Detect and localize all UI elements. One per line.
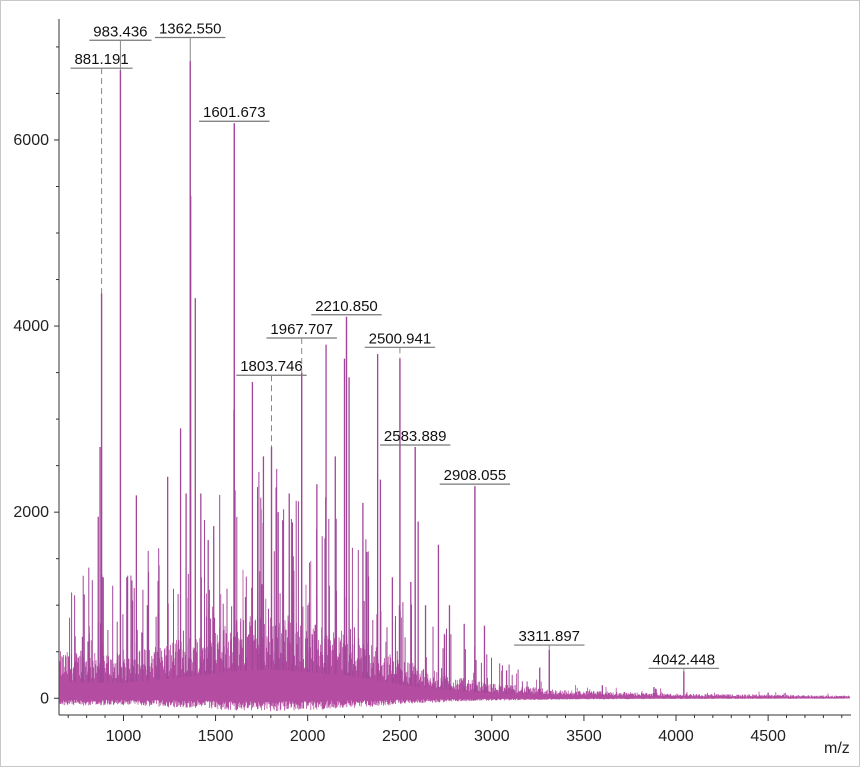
peak-label-3: 1601.673	[203, 104, 266, 121]
x-tick-label: 1000	[106, 728, 142, 745]
peak-label-8: 2583.889	[384, 428, 447, 445]
peak-label-9: 2908.055	[444, 467, 507, 484]
x-tick-label: 4500	[750, 728, 786, 745]
y-tick-label: 4000	[13, 318, 49, 335]
peak-label-5: 1967.707	[270, 321, 333, 338]
x-ticks: 1000 1500 2000 2500 3000 3500 4000 4500	[67, 715, 843, 745]
x-tick-label: 3500	[566, 728, 602, 745]
spectrum-noise-fill	[59, 468, 850, 712]
peak-label-7: 2500.941	[369, 330, 432, 347]
peak-label-4: 1803.746	[240, 358, 303, 375]
peak-label-6: 2210.850	[315, 298, 378, 315]
x-tick-label: 2500	[382, 728, 418, 745]
x-tick-label: 4000	[658, 728, 694, 745]
peak-label-0: 881.191	[74, 51, 128, 68]
x-tick-label: 3000	[474, 728, 510, 745]
peak-label-1: 983.436	[93, 23, 147, 40]
peak-label-2: 1362.550	[159, 20, 222, 37]
y-tick-label: 2000	[13, 504, 49, 521]
y-tick-label: 0	[40, 690, 49, 707]
y-ticks: 0 2000 4000 6000	[13, 46, 59, 707]
peak-label-10: 3311.897	[519, 628, 580, 645]
spectrum-peaks	[97, 60, 769, 697]
x-tick-label: 1500	[198, 728, 234, 745]
peak-label-11: 4042.448	[653, 651, 716, 668]
y-tick-label: 6000	[13, 132, 49, 149]
peak-labels: 881.191 983.436 1362.550 1601.673 1803.746 19…	[70, 20, 720, 672]
x-axis-label: m/z	[824, 740, 850, 757]
x-tick-label: 2000	[290, 728, 326, 745]
minor-spikes	[69, 468, 529, 695]
